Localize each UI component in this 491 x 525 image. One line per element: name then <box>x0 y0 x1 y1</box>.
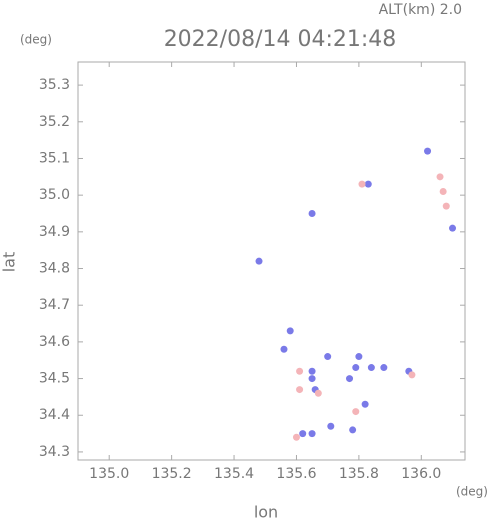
y-unit: (deg) <box>20 33 52 47</box>
echo-point <box>358 180 366 188</box>
echo-point <box>296 386 304 394</box>
y-tick-label: 34.4 <box>39 407 70 423</box>
echo-point <box>292 433 300 441</box>
echo-point <box>352 364 360 372</box>
x-unit: (deg) <box>456 485 488 499</box>
echo-point <box>439 187 447 195</box>
echo-point <box>308 209 316 217</box>
echo-point <box>308 430 316 438</box>
echo-point <box>361 400 369 408</box>
echo-point <box>280 345 288 353</box>
echo-point <box>308 367 316 375</box>
y-tick-label: 34.5 <box>39 371 70 387</box>
echo-point <box>327 422 335 430</box>
x-tick-label: 135.6 <box>276 466 316 482</box>
y-tick-label: 35.0 <box>39 187 70 203</box>
echo-point <box>349 426 357 434</box>
y-tick-label: 35.1 <box>39 150 70 166</box>
plot-frame <box>77 61 466 461</box>
echo-point <box>346 375 354 383</box>
echo-point <box>355 353 363 361</box>
echo-point <box>449 224 457 232</box>
echo-point <box>352 408 360 416</box>
x-tick-label: 136.0 <box>401 466 441 482</box>
echo-point <box>296 367 304 375</box>
y-tick-label: 35.3 <box>39 77 70 93</box>
echo-point <box>424 147 432 155</box>
echo-point <box>255 257 263 265</box>
y-axis-label: lat <box>0 252 19 273</box>
y-tick-label: 34.7 <box>39 297 70 313</box>
y-tick-label: 34.3 <box>39 444 70 460</box>
y-tick-label: 34.8 <box>39 261 70 277</box>
y-tick-label: 35.2 <box>39 114 70 130</box>
chart-subtitle: ALT(km) 2.0 <box>379 2 462 18</box>
y-tick-label: 34.9 <box>39 224 70 240</box>
echo-point <box>380 364 388 372</box>
echo-point <box>314 389 322 397</box>
echo-point <box>442 202 450 210</box>
echo-point <box>408 371 416 379</box>
y-tick-label: 34.6 <box>39 334 70 350</box>
echo-point <box>364 180 372 188</box>
x-axis-label: lon <box>254 503 278 522</box>
echo-point <box>324 353 332 361</box>
echo-point <box>367 364 375 372</box>
echo-point <box>436 173 444 181</box>
x-tick-label: 135.8 <box>339 466 379 482</box>
echo-point <box>308 375 316 383</box>
x-tick-label: 135.4 <box>214 466 254 482</box>
echo-point <box>286 327 294 335</box>
x-tick-label: 135.2 <box>152 466 192 482</box>
chart-title: 2022/08/14 04:21:48 <box>164 27 397 52</box>
x-tick-label: 135.0 <box>89 466 129 482</box>
echo-point <box>299 430 307 438</box>
